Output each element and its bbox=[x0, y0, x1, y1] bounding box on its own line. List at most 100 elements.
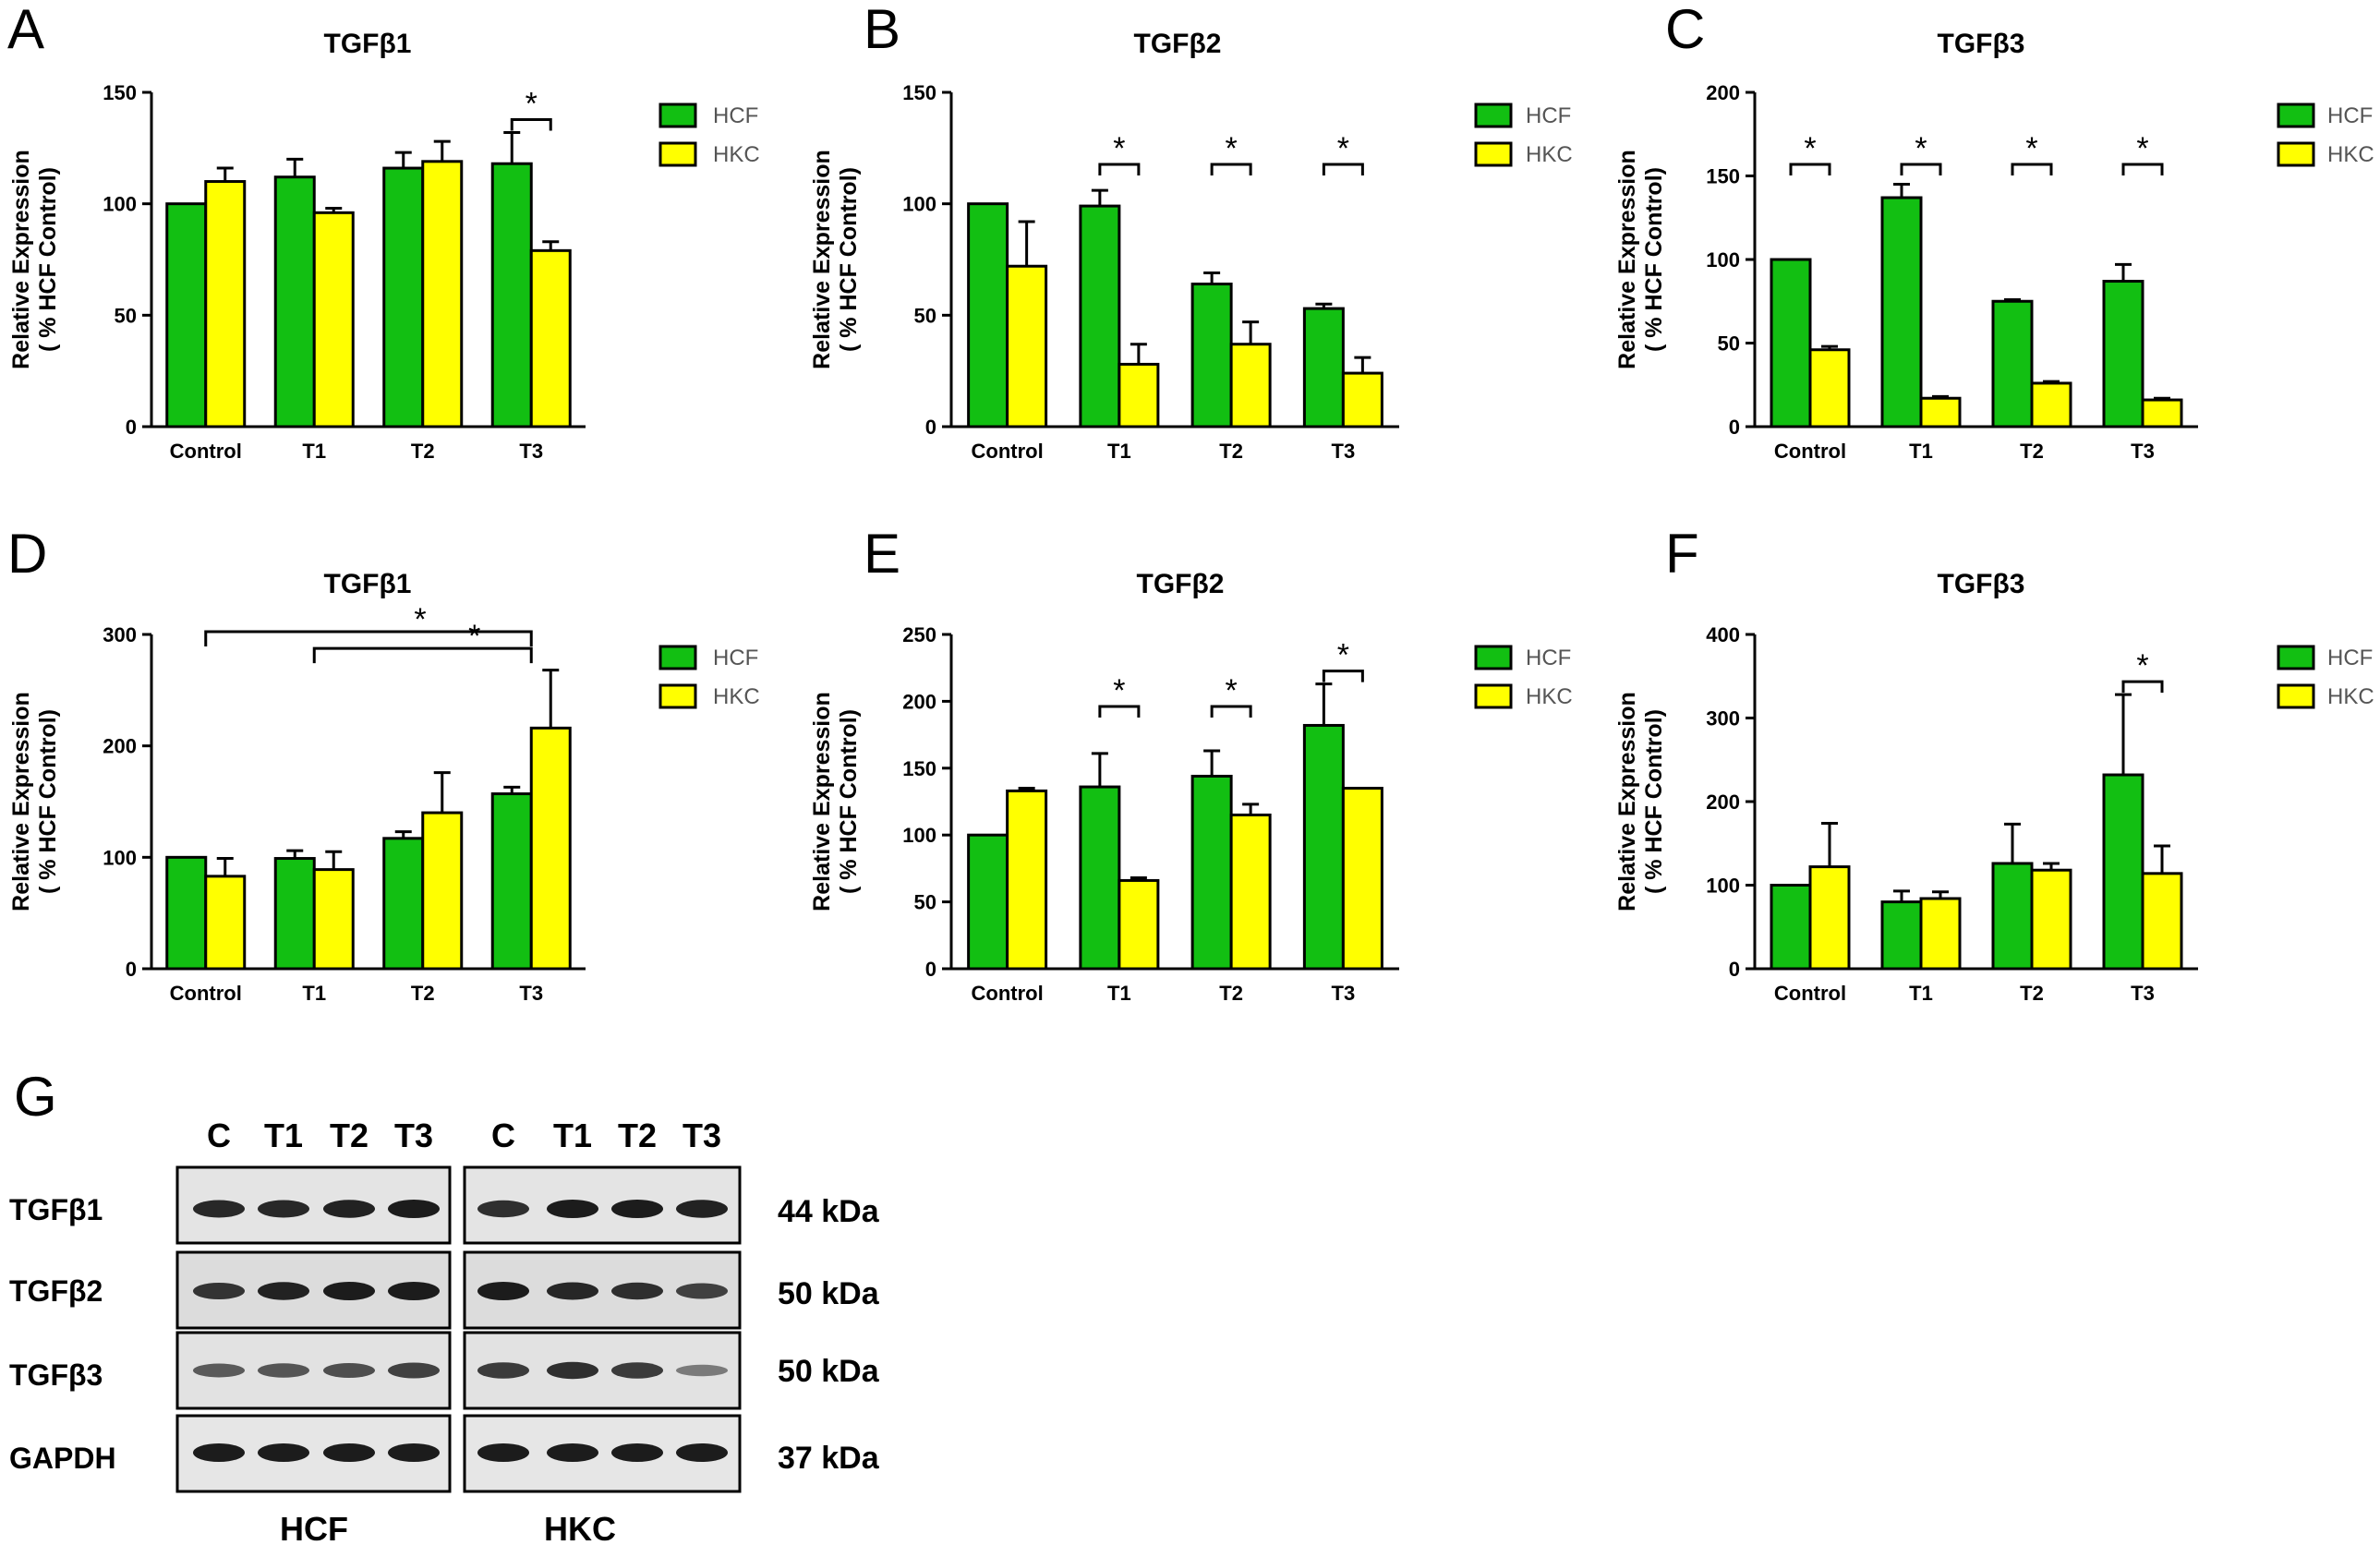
lane-label: T2 bbox=[330, 1117, 368, 1154]
bar-hkc-t3 bbox=[2141, 872, 2183, 971]
blot-band-tgfβ1 bbox=[547, 1200, 598, 1218]
protein-label: GAPDH bbox=[9, 1442, 116, 1475]
bar-hkc-t3 bbox=[1341, 371, 1383, 428]
bar-hcf-t1 bbox=[273, 175, 316, 428]
y-axis-label: Relative Expression bbox=[809, 692, 835, 911]
group-label-hcf: HCF bbox=[280, 1510, 348, 1545]
x-tick-label: T1 bbox=[1909, 982, 1933, 1005]
legend-label-hkc: HKC bbox=[713, 684, 760, 709]
chart-title: TGFβ3 bbox=[1938, 29, 2025, 59]
blot-band-tgfβ3 bbox=[676, 1364, 728, 1377]
y-axis-label: Relative Expression bbox=[1614, 692, 1640, 911]
bar-hcf-control bbox=[967, 833, 1009, 971]
blot-band-gapdh bbox=[388, 1443, 440, 1462]
bar-hcf-control bbox=[165, 202, 208, 428]
x-tick-label: T3 bbox=[2131, 440, 2155, 463]
bar-hcf-t3 bbox=[490, 162, 533, 428]
significance-bracket bbox=[312, 646, 533, 664]
y-tick-label: 50 bbox=[115, 304, 137, 327]
significance-star: * bbox=[2025, 131, 2037, 166]
plot-area: 0 100 200 300 400 Control T1 T2 T3 * bbox=[1706, 623, 2198, 1005]
legend-label-hkc: HKC bbox=[1526, 142, 1573, 167]
lane-label: T3 bbox=[394, 1117, 433, 1154]
panel-label: D bbox=[7, 523, 47, 585]
bar-hcf-t1 bbox=[273, 857, 316, 971]
lane-label: T3 bbox=[683, 1117, 721, 1154]
bar-hkc-control bbox=[204, 875, 247, 971]
blot-band-tgfβ2 bbox=[258, 1282, 309, 1300]
x-tick-label: T2 bbox=[411, 440, 435, 463]
y-axis-label-line2: ( % HCF Control) bbox=[1641, 709, 1667, 894]
bar-hcf-t3 bbox=[1302, 307, 1345, 428]
size-label: 37 kDa bbox=[778, 1441, 880, 1476]
blot-band-tgfβ1 bbox=[477, 1200, 529, 1218]
panel-e: E TGFβ2 Relative Expression ( % HCF Cont… bbox=[809, 523, 1573, 1005]
protein-label: TGFβ1 bbox=[9, 1193, 103, 1226]
size-label: 50 kDa bbox=[778, 1276, 880, 1311]
significance-bracket bbox=[1322, 163, 1364, 175]
y-tick-label: 0 bbox=[126, 958, 137, 981]
x-tick-label: T3 bbox=[1332, 440, 1356, 463]
blot-band-tgfβ3 bbox=[388, 1362, 440, 1379]
bar-hcf-t3 bbox=[1302, 723, 1345, 971]
panel-label: A bbox=[7, 0, 44, 60]
bar-hcf-t1 bbox=[1079, 785, 1121, 971]
y-tick-label: 100 bbox=[103, 193, 137, 216]
significance-star: * bbox=[1226, 131, 1238, 166]
bar-hcf-control bbox=[967, 202, 1009, 428]
y-tick-label: 0 bbox=[925, 958, 936, 981]
bar-hcf-t3 bbox=[2102, 773, 2144, 971]
significance-star: * bbox=[1113, 673, 1125, 708]
x-tick-label: Control bbox=[972, 440, 1044, 463]
blot-band-tgfβ1 bbox=[611, 1200, 663, 1218]
plot-area: 0 50 100 150 Control T1 T2 T3 * bbox=[103, 81, 586, 463]
panel-a: A TGFβ1 Relative Expression ( % HCF Cont… bbox=[7, 0, 760, 463]
legend-swatch-hkc bbox=[658, 683, 697, 709]
bar-hcf-t2 bbox=[1991, 299, 2034, 428]
significance-star: * bbox=[2136, 131, 2148, 166]
bar-hkc-t2 bbox=[421, 160, 464, 428]
bar-hcf-t1 bbox=[1079, 204, 1121, 428]
blot-band-gapdh bbox=[323, 1443, 375, 1462]
y-tick-label: 200 bbox=[902, 690, 936, 713]
plot-area: 0 50 100 150 200 Control T1 T2 T3 * * * * bbox=[1706, 81, 2198, 463]
significance-star: * bbox=[1337, 638, 1349, 673]
significance-star: * bbox=[468, 619, 480, 654]
significance-bracket bbox=[1210, 705, 1252, 718]
significance-star: * bbox=[1113, 131, 1125, 166]
bar-hcf-t1 bbox=[1880, 900, 1923, 971]
bar-hcf-t3 bbox=[490, 792, 533, 971]
x-tick-label: T2 bbox=[411, 982, 435, 1005]
significance-bracket bbox=[1098, 705, 1141, 718]
y-tick-label: 300 bbox=[103, 623, 137, 646]
y-tick-label: 300 bbox=[1706, 707, 1740, 730]
y-tick-label: 150 bbox=[103, 81, 137, 104]
plot-area: 0 50 100 150 200 250 Control T1 T2 T3 * * * bbox=[902, 623, 1399, 1005]
y-axis-label-line2: ( % HCF Control) bbox=[1641, 167, 1667, 352]
significance-star: * bbox=[1337, 131, 1349, 166]
x-tick-label: Control bbox=[170, 440, 242, 463]
y-tick-label: 50 bbox=[1718, 332, 1740, 356]
lane-label: T1 bbox=[264, 1117, 303, 1154]
x-tick-label: T3 bbox=[519, 440, 543, 463]
y-tick-label: 100 bbox=[902, 824, 936, 847]
legend-swatch-hkc bbox=[1474, 683, 1513, 709]
bar-hkc-t3 bbox=[529, 248, 572, 428]
legend-swatch-hcf bbox=[1474, 645, 1513, 670]
legend-label-hkc: HKC bbox=[2327, 684, 2374, 709]
significance-bracket bbox=[1900, 163, 1942, 175]
bar-hkc-t2 bbox=[1229, 813, 1272, 971]
bar-hkc-t1 bbox=[1919, 396, 1962, 428]
significance-bracket bbox=[1210, 163, 1252, 175]
x-tick-label: T3 bbox=[519, 982, 543, 1005]
significance-bracket bbox=[2121, 680, 2164, 694]
blot-band-gapdh bbox=[477, 1443, 529, 1462]
legend-label-hcf: HCF bbox=[1526, 646, 1571, 670]
legend-swatch-hkc bbox=[2277, 141, 2315, 167]
blot-band-tgfβ2 bbox=[388, 1282, 440, 1300]
significance-star: * bbox=[414, 602, 426, 637]
bar-hkc-control bbox=[1808, 348, 1851, 428]
bar-hcf-t3 bbox=[2102, 280, 2144, 428]
bar-hkc-control bbox=[1808, 865, 1851, 971]
significance-bracket bbox=[2121, 163, 2164, 175]
